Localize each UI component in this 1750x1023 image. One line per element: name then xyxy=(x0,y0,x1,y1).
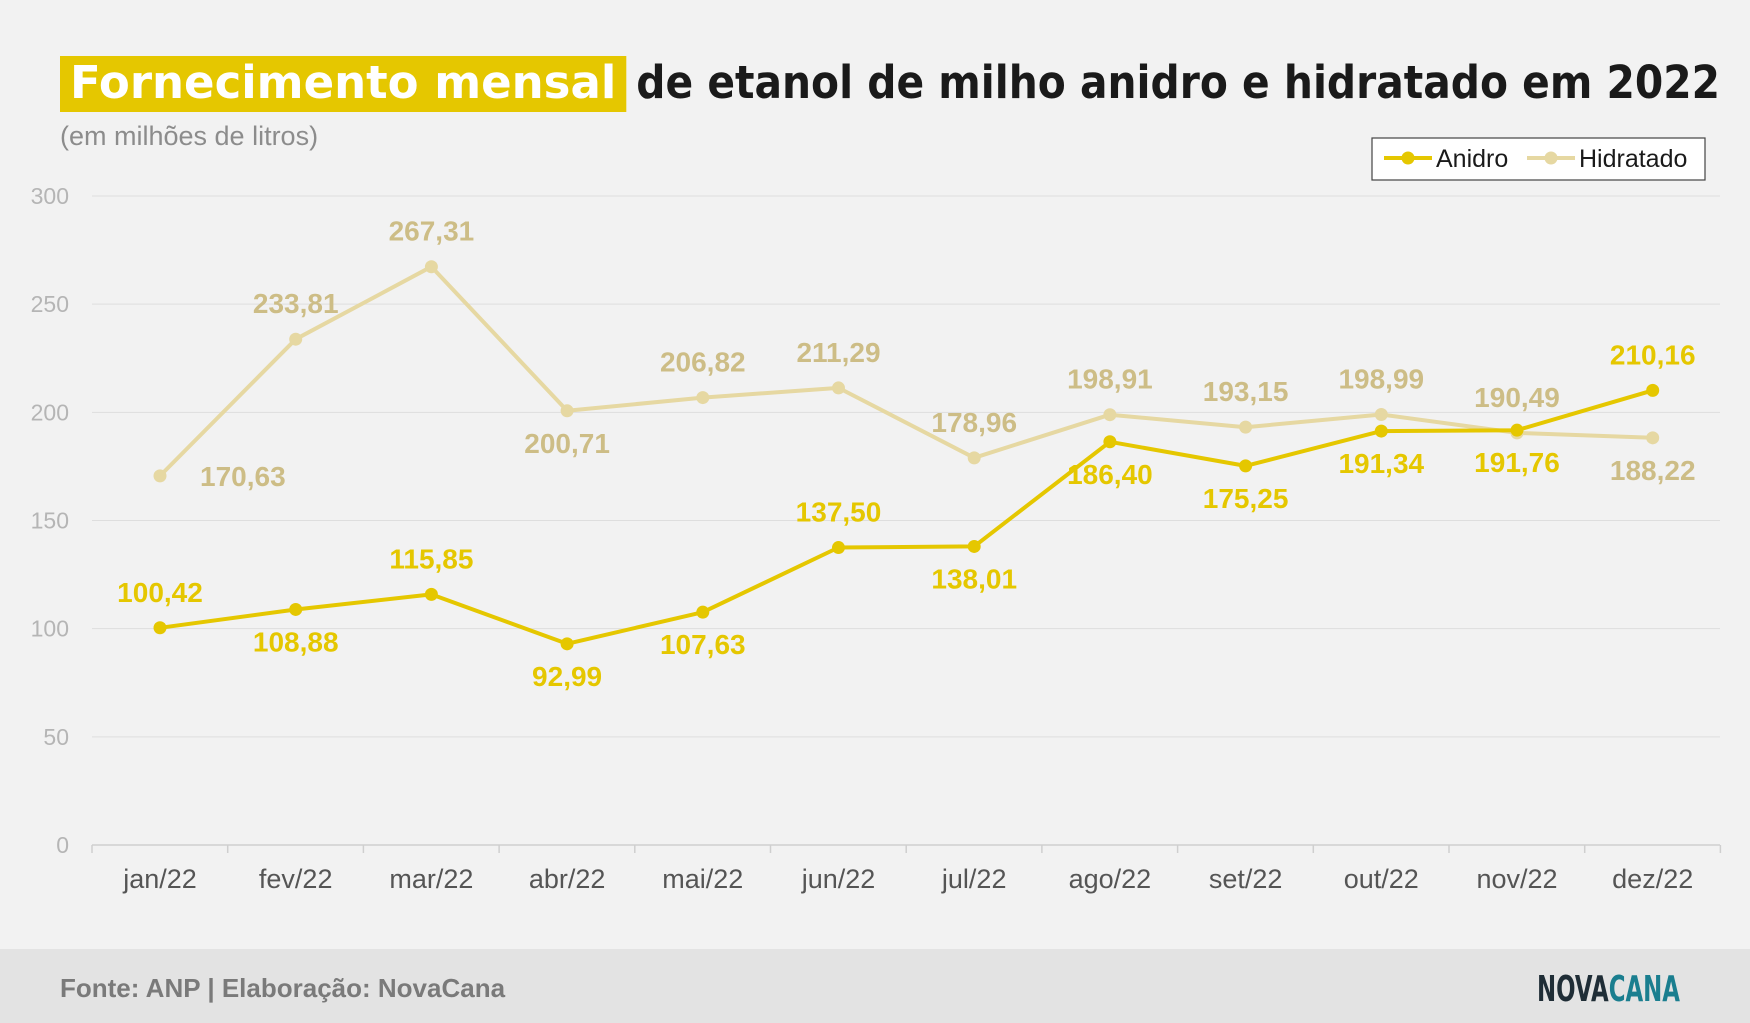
hidratado-point xyxy=(1239,420,1253,434)
anidro-data-label: 191,34 xyxy=(1338,448,1424,479)
y-axis: 0 50 100 150 200 250 300 xyxy=(31,183,69,858)
y-tick-label: 300 xyxy=(31,183,69,209)
hidratado-data-label: 211,29 xyxy=(796,337,880,368)
hidratado-data-label: 170,63 xyxy=(200,461,286,492)
anidro-point xyxy=(1239,459,1253,473)
anidro-point xyxy=(696,605,710,619)
hidratado-point xyxy=(1374,408,1388,422)
anidro-point xyxy=(832,541,845,555)
hidratado-data-label: 188,22 xyxy=(1610,455,1696,486)
hidratado-point xyxy=(967,451,981,465)
y-tick-label: 200 xyxy=(31,399,69,425)
anidro-data-label: 191,76 xyxy=(1474,447,1560,478)
footer-source: Fonte: ANP | Elaboração: NovaCana xyxy=(60,973,506,1003)
hidratado-data-label: 178,96 xyxy=(931,407,1017,438)
y-tick-label: 250 xyxy=(31,291,69,317)
hidratado-data-label: 233,81 xyxy=(253,288,339,319)
hidratado-point xyxy=(832,381,845,395)
hidratado-data-label: 267,31 xyxy=(389,216,475,247)
anidro-data-label: 175,25 xyxy=(1203,483,1289,514)
title-highlight-box xyxy=(60,56,627,112)
hidratado-data-label: 200,71 xyxy=(524,428,610,459)
footer-bar xyxy=(0,949,1750,1023)
y-tick-label: 50 xyxy=(43,724,69,750)
x-tick-label: fev/22 xyxy=(259,864,333,894)
anidro-point xyxy=(1103,435,1117,449)
hidratado-point xyxy=(1646,431,1660,445)
x-tick-label: jul/22 xyxy=(941,864,1007,894)
chart-title: de etanol de milho anidro e hidratado em… xyxy=(636,56,1720,109)
anidro-data-label: 210,16 xyxy=(1610,339,1696,370)
hidratado-point xyxy=(153,469,167,483)
y-tick-label: 0 xyxy=(56,832,69,858)
hidratado-series-line xyxy=(158,264,1653,478)
x-tick-label: ago/22 xyxy=(1069,864,1152,894)
anidro-data-label: 115,85 xyxy=(389,543,473,574)
x-tick-label: set/22 xyxy=(1209,864,1283,894)
chart-subtitle: (em milhões de litros) xyxy=(60,121,318,151)
anidro-point xyxy=(424,587,438,601)
hidratado-data-label: 190,49 xyxy=(1474,382,1560,413)
anidro-data-label: 107,63 xyxy=(660,629,746,660)
footer: Fonte: ANP | Elaboração: NovaCana NOVACA… xyxy=(0,949,1750,1023)
hidratado-point xyxy=(1103,408,1117,422)
title-highlight: Fornecimento mensal xyxy=(70,56,616,109)
hidratado-data-label: 193,15 xyxy=(1203,376,1289,407)
anidro-point xyxy=(560,637,574,651)
hidratado-data-label: 206,82 xyxy=(660,347,746,378)
series xyxy=(153,260,1660,651)
x-tick-label: nov/22 xyxy=(1476,864,1557,894)
novacana-logo: NOVACANA xyxy=(1537,969,1680,1010)
x-tick-label: mai/22 xyxy=(662,864,743,894)
anidro-data-label: 100,42 xyxy=(117,577,203,608)
anidro-point xyxy=(153,621,167,635)
data-labels: 100,42 108,88 115,85 92,99 107,63 137,50 138,0… xyxy=(117,216,1695,692)
hidratado-point xyxy=(560,404,574,418)
anidro-point xyxy=(289,602,303,616)
x-tick-label: mar/22 xyxy=(389,864,473,894)
anidro-point xyxy=(1374,424,1388,438)
legend-hidratado-marker xyxy=(1544,151,1558,165)
x-tick-label: jun/22 xyxy=(801,864,876,894)
hidratado-point xyxy=(696,391,710,405)
anidro-data-label: 108,88 xyxy=(253,626,339,657)
x-tick-label: abr/22 xyxy=(529,864,606,894)
hidratado-data-label: 198,91 xyxy=(1067,364,1153,395)
y-tick-label: 150 xyxy=(31,508,69,534)
anidro-data-label: 186,40 xyxy=(1067,459,1153,490)
title-group: Fornecimento mensal de etanol de milho a… xyxy=(60,56,1720,112)
hidratado-point xyxy=(289,332,303,346)
hidratado-data-label: 198,99 xyxy=(1338,364,1424,395)
anidro-data-label: 137,50 xyxy=(796,497,882,528)
x-tick-label: dez/22 xyxy=(1612,864,1693,894)
x-tick-label: out/22 xyxy=(1344,864,1419,894)
anidro-point xyxy=(1646,383,1660,397)
y-tick-label: 100 xyxy=(31,616,69,642)
anidro-point xyxy=(967,539,981,553)
hidratado-point xyxy=(424,260,438,274)
anidro-data-label: 138,01 xyxy=(931,563,1017,594)
anidro-data-label: 92,99 xyxy=(532,661,602,692)
legend-hidratado-label: Hidratado xyxy=(1579,145,1687,173)
anidro-series-line xyxy=(159,388,1654,646)
legend: Anidro Hidratado xyxy=(1371,137,1706,181)
x-tick-label: jan/22 xyxy=(122,864,197,894)
legend-anidro-label: Anidro xyxy=(1436,145,1508,173)
anidro-point xyxy=(1510,423,1524,437)
x-axis: jan/22 fev/22 mar/22 abr/22 mai/22 jun/22 jul/… xyxy=(91,844,1722,894)
legend-anidro-marker xyxy=(1401,151,1415,165)
